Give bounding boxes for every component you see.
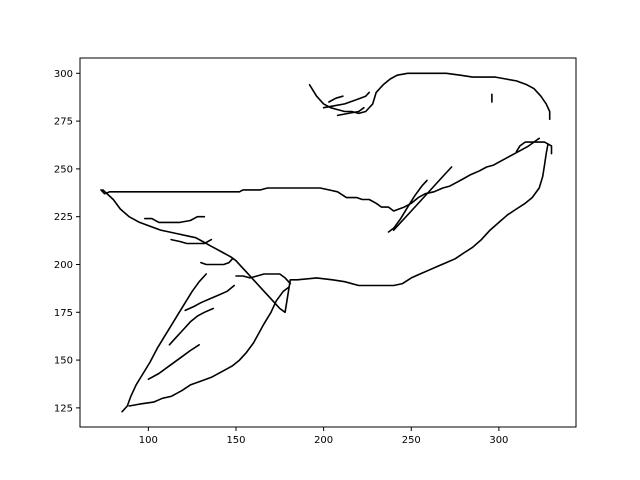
drawing-stroke-9 — [200, 257, 234, 266]
drawing-stroke-17 — [392, 166, 453, 231]
y-tick-label: 175 — [54, 308, 73, 319]
drawing-stroke-8 — [170, 238, 213, 245]
drawing-stroke-11 — [168, 307, 214, 346]
drawing-stroke-14 — [328, 95, 344, 103]
drawing-stroke-13 — [322, 91, 371, 109]
drawing-stroke-3 — [308, 72, 551, 120]
y-tick-label: 275 — [54, 117, 73, 128]
y-tick-label: 250 — [54, 164, 73, 175]
drawing-stroke-1 — [100, 137, 541, 212]
x-axis: 100 150 200 250 300 — [139, 427, 508, 446]
drawing-stroke-10 — [184, 284, 235, 312]
y-tick-label: 225 — [54, 212, 73, 223]
drawing-stroke-5 — [235, 273, 292, 285]
drawing-stroke-2 — [102, 143, 549, 314]
x-tick-label: 200 — [314, 435, 333, 446]
y-tick-label: 150 — [54, 356, 73, 367]
drawing-stroke-12 — [147, 343, 200, 381]
x-tick-label: 150 — [226, 435, 245, 446]
y-tick-label: 200 — [54, 260, 73, 271]
drawing-stroke-19 — [515, 141, 553, 155]
drawing-stroke-16 — [387, 179, 428, 233]
drawing-stroke-7 — [144, 215, 206, 224]
drawing-stroke-4 — [128, 286, 290, 407]
drawing-stroke-15 — [336, 106, 365, 117]
x-tick-label: 250 — [402, 435, 421, 446]
plot-area — [100, 72, 553, 413]
y-axis: 125 150 175 200 225 250 275 300 — [54, 69, 80, 414]
axes-frame — [79, 57, 577, 428]
drawing-stroke-6 — [121, 273, 207, 413]
y-tick-label: 300 — [54, 69, 73, 80]
x-tick-label: 300 — [489, 435, 508, 446]
x-tick-label: 100 — [139, 435, 158, 446]
y-tick-label: 125 — [54, 403, 73, 414]
